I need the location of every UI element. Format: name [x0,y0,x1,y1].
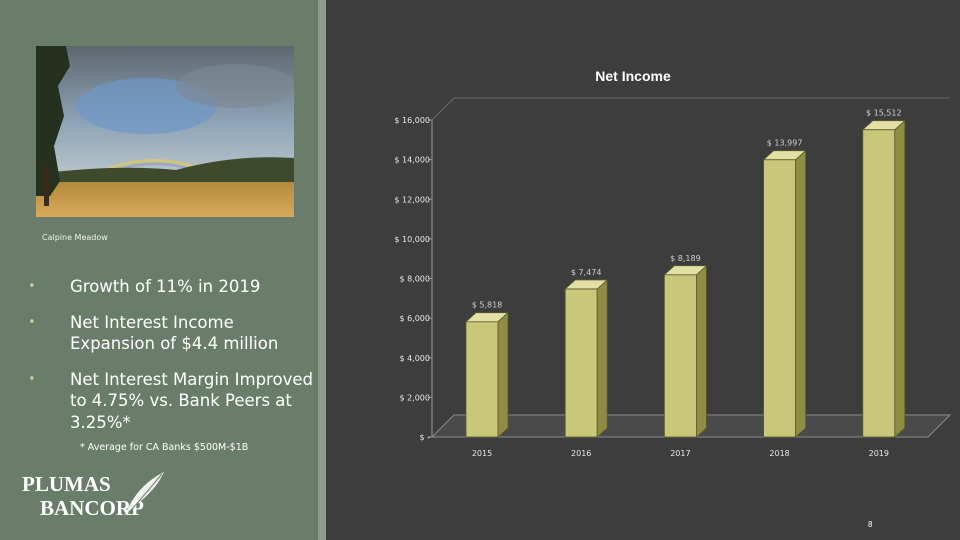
plumas-bancorp-logo: PLUMAS BANCORP [22,470,172,522]
y-tick-label: $ 2,000 [399,393,430,402]
bar-top [464,312,510,323]
y-tick-label: $ 12,000 [394,195,430,204]
y-tick-label: $ 8,000 [399,275,430,284]
bar [464,311,510,438]
data-label: $ 5,818 [472,301,503,310]
bullet-icon: • [28,279,36,294]
footnote: * Average for CA Banks $500M-$1B [80,442,249,453]
bar-side [596,279,608,438]
logo-line1: PLUMAS [22,472,111,496]
feather-icon [124,472,164,516]
y-tick-label: $ 16,000 [394,116,430,125]
bar [762,149,807,438]
data-label: $ 13,997 [767,139,803,148]
bar [663,264,708,438]
bar-top [564,279,609,290]
x-tick-label: 2018 [769,449,789,458]
bullet-text: Growth of 11% in 2019 [70,277,261,296]
bullet-icon: • [28,371,36,387]
bullet-text: Net Interest Income Expansion of $4.4 mi… [70,312,279,354]
logo-line2: BANCORP [40,496,144,520]
rainbow-meadow-photo [36,46,294,217]
x-tick-label: 2019 [869,449,889,458]
list-item: • Growth of 11% in 2019 [28,276,318,298]
bar-front [465,321,499,438]
bar-front [862,129,896,438]
y-tick-label: $ 10,000 [394,235,430,244]
x-tick-label: 2016 [571,449,591,458]
bar-front [763,159,797,438]
highlights-list: • Growth of 11% in 2019 • Net Interest Inc… [28,276,318,447]
bar [564,279,609,438]
list-item: • Net Interest Income Expansion of $4.4 m… [28,312,318,355]
bar-top [762,150,807,161]
bar-side [894,119,906,438]
bullet-text: Net Interest Margin Improved to 4.75% vs… [70,369,313,432]
sidebar-panel: Calpine Meadow • Growth of 11% in 2019 • N… [0,0,318,540]
bullet-icon: • [28,314,36,330]
bar-front [564,288,598,438]
bar-side [695,264,707,438]
data-label: $ 15,512 [866,109,902,118]
y-tick-label: $ - [419,433,430,442]
bar-front [663,274,697,438]
y-tick-label: $ 14,000 [394,156,430,165]
bar-side [795,149,807,438]
y-tick-label: $ 6,000 [399,314,430,323]
y-tick-label: $ 4,000 [399,354,430,363]
x-tick-label: 2015 [472,449,492,458]
bar [861,119,906,438]
chart-title: Net Income [595,68,671,84]
page-number: 8 [868,520,873,529]
photo-caption: Calpine Meadow [42,233,108,242]
back-wall-edge [431,97,455,121]
bar-side [497,311,509,438]
x-tick-label: 2017 [670,449,690,458]
net-income-chart: Net Income $ - $ 2,000 $ 4,000 $ 6,000 $ 8,0… [394,68,952,458]
data-label: $ 8,189 [670,254,701,263]
panel-divider [318,0,326,540]
bar-top [861,120,906,131]
data-label: $ 7,474 [571,268,602,277]
list-item: • Net Interest Margin Improved to 4.75% v… [28,369,318,434]
bar-top [663,265,708,276]
